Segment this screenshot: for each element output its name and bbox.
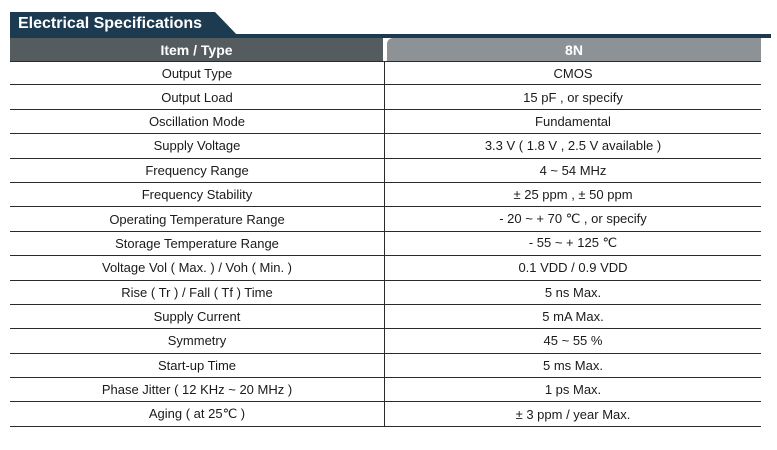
- spec-item-label: Frequency Range: [10, 158, 385, 182]
- section-title-bar: Electrical Specifications: [10, 12, 771, 38]
- table-row: Rise ( Tr ) / Fall ( Tf ) Time 5 ns Max.: [10, 280, 761, 305]
- table-row: Symmetry 45 ~ 55 %: [10, 329, 761, 354]
- table-row: Phase Jitter ( 12 KHz ~ 20 MHz ) 1 ps Max…: [10, 378, 761, 403]
- spec-value: 5 ms Max.: [543, 357, 603, 373]
- spec-item-label: Operating Temperature Range: [10, 207, 385, 231]
- spec-value: - 55 ~ + 125 ℃: [528, 235, 618, 251]
- header-model: 8N: [387, 38, 761, 61]
- spec-value: - 20 ~ + 70 ℃ , or specify: [499, 211, 647, 227]
- table-row: Output Type CMOS: [10, 61, 761, 86]
- table-row: Output Load 15 pF , or specify: [10, 85, 761, 110]
- spec-value: 4 ~ 54 MHz: [539, 162, 607, 178]
- spec-value: ± 25 ppm , ± 50 ppm: [513, 187, 633, 203]
- spec-item-label: Phase Jitter ( 12 KHz ~ 20 MHz ): [10, 378, 385, 402]
- spec-value: ± 3 ppm / year Max.: [515, 406, 631, 422]
- spec-table: Item / Type 8N Output Type CMOS Output Loa…: [10, 38, 761, 427]
- spec-value: CMOS: [553, 65, 593, 81]
- table-row: Supply Voltage 3.3 V ( 1.8 V , 2.5 V avai…: [10, 134, 761, 159]
- table-body: Output Type CMOS Output Load 15 pF , or spe…: [10, 61, 761, 427]
- table-row: Oscillation Mode Fundamental: [10, 109, 761, 135]
- spec-value: 5 mA Max.: [542, 309, 604, 325]
- spec-item-label: Supply Voltage: [10, 134, 385, 158]
- spec-value: 0.1 VDD / 0.9 VDD: [518, 260, 628, 276]
- spec-item-label: Aging ( at 25℃ ): [10, 402, 385, 426]
- spec-value: Fundamental: [535, 113, 611, 129]
- section-title-underline: [10, 34, 771, 38]
- header-divider: [383, 38, 387, 61]
- spec-item-label: Output Load: [10, 85, 385, 109]
- spec-value: 3.3 V ( 1.8 V , 2.5 V available ): [484, 138, 662, 154]
- table-row: Aging ( at 25℃ ) ± 3 ppm / year Max.: [10, 402, 761, 427]
- table-row: Frequency Stability ± 25 ppm , ± 50 ppm: [10, 182, 761, 208]
- spec-value: 45 ~ 55 %: [543, 333, 603, 349]
- spec-value: 15 pF , or specify: [523, 89, 623, 105]
- table-row: Storage Temperature Range - 55 ~ + 125 ℃: [10, 231, 761, 257]
- spec-item-label: Start-up Time: [10, 353, 385, 378]
- spec-value: 1 ps Max.: [544, 382, 602, 398]
- spec-item-label: Supply Current: [10, 304, 385, 329]
- spec-item-label: Rise ( Tr ) / Fall ( Tf ) Time: [10, 280, 385, 304]
- table-header-row: Item / Type 8N: [10, 38, 761, 61]
- spec-item-label: Oscillation Mode: [10, 109, 385, 134]
- spec-item-label: Voltage Vol ( Max. ) / Voh ( Min. ): [10, 256, 385, 280]
- table-row: Frequency Range 4 ~ 54 MHz: [10, 158, 761, 183]
- spec-item-label: Storage Temperature Range: [10, 231, 385, 256]
- section-title: Electrical Specifications: [18, 15, 203, 32]
- spec-value: 5 ns Max.: [544, 284, 602, 300]
- table-row: Voltage Vol ( Max. ) / Voh ( Min. ) 0.1 V…: [10, 256, 761, 281]
- spec-item-label: Symmetry: [10, 329, 385, 353]
- table-row: Operating Temperature Range - 20 ~ + 70 ℃…: [10, 207, 761, 232]
- table-row: Start-up Time 5 ms Max.: [10, 353, 761, 379]
- table-row: Supply Current 5 mA Max.: [10, 304, 761, 330]
- spec-item-label: Output Type: [10, 62, 385, 85]
- spec-item-label: Frequency Stability: [10, 182, 385, 207]
- section-title-tab: [10, 12, 240, 38]
- header-item-type: Item / Type: [10, 38, 383, 61]
